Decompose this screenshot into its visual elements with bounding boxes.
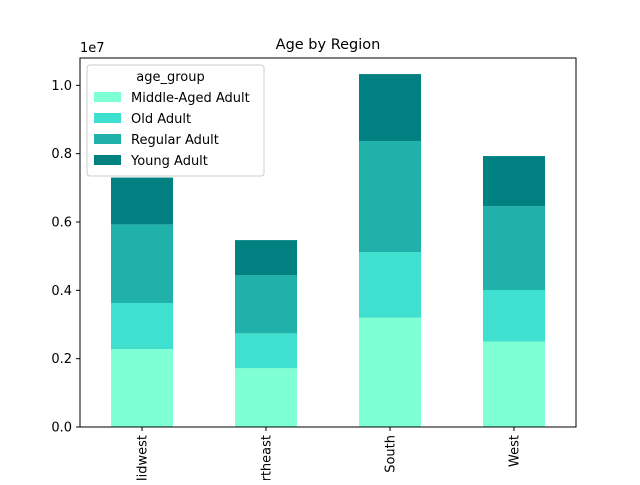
bar-segment	[235, 368, 297, 427]
bar-segment	[235, 240, 297, 276]
x-tick-label: Northeast	[260, 435, 275, 480]
legend-title: age_group	[136, 70, 204, 85]
legend-label: Middle-Aged Adult	[131, 91, 250, 106]
y-tick-label: 0.0	[51, 421, 72, 436]
y-tick-label: 0.8	[51, 147, 72, 162]
chart-title: Age by Region	[276, 37, 381, 53]
bar-segment	[483, 289, 545, 342]
bar-segment	[359, 252, 421, 318]
bar-segment	[235, 333, 297, 369]
legend-box	[86, 64, 265, 177]
legend-swatch	[94, 134, 121, 144]
bar-segment	[111, 177, 173, 225]
legend-label: Young Adult	[130, 154, 208, 169]
bar-segment	[111, 224, 173, 303]
bar-segment	[235, 275, 297, 334]
legend-label: Old Adult	[131, 112, 191, 127]
plot-frame	[79, 57, 577, 428]
bar-segment	[359, 141, 421, 253]
bar-segment	[359, 317, 421, 427]
x-tick-label: West	[508, 435, 523, 467]
y-axis-offset-text: 1e7	[80, 41, 105, 56]
bar-segment	[111, 349, 173, 427]
legend-swatch	[94, 113, 121, 123]
legend-label: Regular Adult	[131, 133, 219, 148]
legend-swatch	[94, 155, 121, 165]
x-tick-label: South	[384, 435, 399, 473]
legend-swatch	[94, 92, 121, 102]
bar-segment	[483, 156, 545, 207]
bar-segment	[111, 302, 173, 350]
bar-segment	[483, 206, 545, 290]
bar-segment	[483, 341, 545, 427]
y-tick-label: 0.6	[51, 216, 72, 231]
y-tick-label: 0.4	[51, 284, 72, 299]
y-tick-label: 0.2	[51, 352, 72, 367]
x-tick-label: Midwest	[136, 435, 151, 480]
y-tick-label: 1.0	[51, 79, 72, 94]
bar-segment	[359, 74, 421, 142]
